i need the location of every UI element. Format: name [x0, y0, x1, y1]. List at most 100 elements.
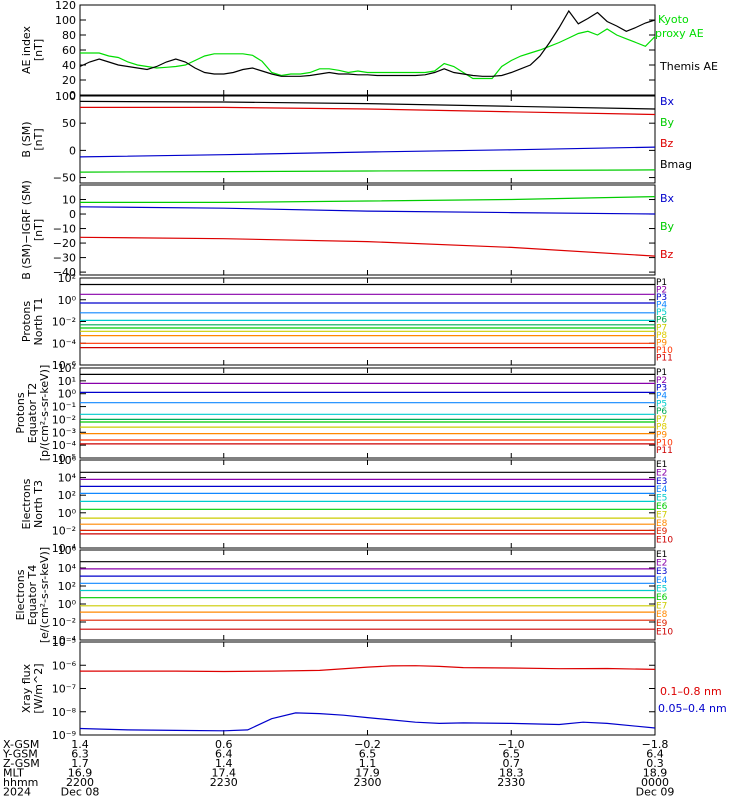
- legend-item: Bz: [660, 248, 674, 261]
- y-axis-label: B (SM)−IGRF (SM): [20, 180, 33, 280]
- y-axis-label: [p/(cm²-s-sr-keV)]: [38, 365, 51, 462]
- y-tick-label: 10²: [58, 272, 76, 285]
- footer-value: 6.5: [359, 748, 377, 761]
- panel-frame-1: [79, 4, 656, 96]
- y-tick-label: 10⁻⁵: [52, 452, 76, 465]
- footer-value: 1.1: [359, 757, 377, 770]
- y-tick-label: 0: [69, 144, 76, 157]
- series-0-05-0-4-nm: [79, 712, 656, 732]
- footer-value: 2230: [210, 776, 238, 789]
- footer-row-label: 2024: [3, 786, 31, 799]
- legend-kyoto: Kyoto: [658, 13, 689, 26]
- y-tick-label: 10¹: [58, 375, 76, 388]
- y-axis-label: [nT]: [32, 39, 45, 61]
- y-tick-label: 120: [55, 0, 76, 12]
- legend-item: E9: [656, 527, 668, 537]
- legend-item: P9: [656, 338, 667, 348]
- footer-value: 6.4: [646, 748, 664, 761]
- legend-item: P7: [656, 415, 667, 425]
- legend-item: P1: [656, 368, 667, 378]
- y-tick-label: 80: [62, 29, 76, 42]
- y-tick-label: 100: [55, 14, 76, 27]
- y-axis-label: [nT]: [32, 219, 45, 241]
- legend-item: E4: [656, 576, 668, 586]
- footer-value: 0.7: [503, 757, 521, 770]
- footer-row-label: MLT: [3, 767, 24, 780]
- legend-item: P6: [656, 316, 667, 326]
- panel-frame-8: [79, 641, 656, 736]
- legend-item: P11: [656, 353, 673, 363]
- footer-value: 18.9: [643, 767, 668, 780]
- legend-item: P7: [656, 323, 667, 333]
- legend-item: E6: [656, 502, 668, 512]
- legend-item: P3: [656, 293, 667, 303]
- y-axis-label: Electrons: [14, 569, 27, 620]
- series-bz: [80, 106, 656, 116]
- y-tick-label: 10⁴: [58, 472, 77, 485]
- footer-value: 0.3: [646, 757, 664, 770]
- series-themis-ae: [79, 9, 656, 77]
- footer-row-label: X-GSM: [3, 738, 39, 751]
- legend-item: P4: [656, 301, 667, 311]
- legend-item: E2: [656, 559, 667, 569]
- legend-proxy-ae: proxy AE: [655, 27, 704, 40]
- series-bmag: [79, 100, 656, 110]
- y-tick-label: 0: [69, 89, 76, 102]
- y-tick-label: 10⁰: [58, 507, 77, 520]
- y-axis-label: [nT]: [32, 128, 45, 150]
- legend-item: P9: [656, 431, 667, 441]
- legend-item: 0.1–0.8 nm: [660, 685, 722, 698]
- panel-frame-7: [79, 549, 656, 641]
- y-tick-label: −30: [53, 252, 76, 265]
- legend-item: E5: [656, 584, 667, 594]
- panel-frame-6: [79, 459, 656, 549]
- legend-themis-ae: Themis AE: [659, 60, 718, 73]
- legend-item: Bz: [660, 137, 674, 150]
- y-tick-label: 10⁶: [58, 544, 77, 557]
- y-tick-label: 10⁻²: [52, 616, 76, 629]
- y-tick-label: 10⁻³: [52, 426, 76, 439]
- legend-item: E8: [656, 519, 668, 529]
- y-tick-label: 40: [62, 59, 76, 72]
- y-tick-label: 10⁻⁴: [52, 439, 77, 452]
- legend-item: E7: [656, 602, 667, 612]
- footer-value: Dec 09: [636, 786, 675, 799]
- y-tick-label: 10²: [58, 362, 76, 375]
- legend-item: P2: [656, 286, 667, 296]
- footer-value: 18.3: [499, 767, 524, 780]
- footer-value: −1.8: [642, 738, 669, 751]
- y-axis-label: AE index: [20, 25, 33, 74]
- legend-item: P4: [656, 391, 667, 401]
- footer-value: −1.0: [498, 738, 525, 751]
- legend-item: E6: [656, 593, 668, 603]
- y-tick-label: 10²: [58, 489, 76, 502]
- footer-value: −0.2: [354, 738, 381, 751]
- legend-item: Bx: [660, 95, 675, 108]
- legend-item: P2: [656, 376, 667, 386]
- legend-item: By: [660, 116, 675, 129]
- y-tick-label: −40: [53, 266, 76, 279]
- legend-item: E4: [656, 485, 668, 495]
- legend-item: E10: [656, 627, 673, 637]
- y-axis-label: [e/(cm²-s-sr-keV)]: [38, 547, 51, 643]
- y-axis-label: [W/m^2]: [32, 663, 45, 713]
- legend-item: Bx: [660, 192, 675, 205]
- y-tick-label: 0: [69, 208, 76, 221]
- legend-item: E1: [656, 460, 667, 470]
- y-axis-label: Equator T2: [26, 383, 39, 443]
- legend-item: E3: [656, 477, 667, 487]
- footer-value: 17.9: [355, 767, 380, 780]
- footer-value: 2330: [497, 776, 525, 789]
- y-axis-label: Xray flux: [20, 663, 33, 713]
- legend-item: P11: [656, 446, 673, 456]
- y-tick-label: 10⁰: [58, 598, 77, 611]
- series-bx: [79, 206, 656, 215]
- footer-value: 2300: [354, 776, 382, 789]
- y-tick-label: 10⁻²: [52, 413, 76, 426]
- y-tick-label: 10⁻⁷: [52, 683, 76, 696]
- y-tick-label: 10²: [58, 580, 76, 593]
- legend-item: P5: [656, 399, 667, 409]
- footer-value: 17.4: [212, 767, 237, 780]
